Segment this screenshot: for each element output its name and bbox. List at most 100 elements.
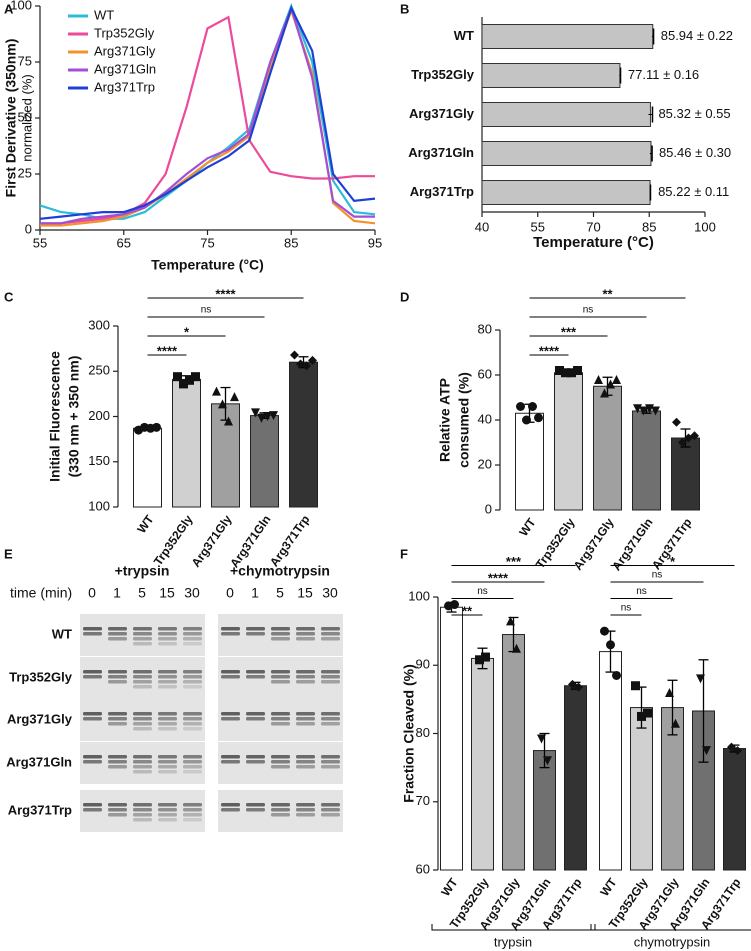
y-axis-label: normalized (%) xyxy=(19,74,34,161)
gel-band xyxy=(83,627,102,631)
group-label: chymotrypsin xyxy=(634,934,711,949)
row-label: Trp352Gly xyxy=(9,669,73,684)
data-point xyxy=(302,361,311,371)
data-point xyxy=(574,682,583,692)
gel-band xyxy=(296,808,315,812)
bar xyxy=(250,415,279,508)
y-tick-label: 60 xyxy=(478,366,492,381)
significance-label: ns xyxy=(621,603,632,614)
line-series xyxy=(39,2,376,220)
gel-band xyxy=(321,803,340,807)
gel-band xyxy=(246,755,265,759)
gel-band xyxy=(158,808,177,812)
gel-band xyxy=(321,760,340,764)
gel-band xyxy=(108,765,127,769)
gel-band xyxy=(246,717,265,721)
gel-band xyxy=(183,813,202,817)
gel-band xyxy=(271,808,290,812)
gel-band xyxy=(108,712,127,716)
gel-band xyxy=(133,685,152,689)
data-point xyxy=(594,375,603,384)
gel-band xyxy=(183,642,202,646)
gel-band xyxy=(271,717,290,721)
y-tick-label: 25 xyxy=(18,165,32,180)
x-tick-label: 70 xyxy=(586,219,600,234)
data-point xyxy=(573,366,582,375)
data-point xyxy=(506,616,515,626)
gel-band xyxy=(321,765,340,769)
gel-band xyxy=(83,760,102,764)
gel-band xyxy=(133,680,152,684)
category-label: Arg371Gln xyxy=(408,145,474,160)
gel-band xyxy=(321,627,340,631)
gel-band xyxy=(108,632,127,636)
gel-band xyxy=(108,803,127,807)
gel-band xyxy=(271,632,290,636)
bar xyxy=(554,372,583,511)
gel-band xyxy=(183,637,202,641)
bar xyxy=(481,180,651,205)
gel-band xyxy=(158,632,177,636)
x-tick-label: 75 xyxy=(200,235,214,250)
panel-label: F xyxy=(400,546,408,561)
y-tick-label: 0 xyxy=(485,501,492,516)
gel-band xyxy=(158,712,177,716)
panel-label: A xyxy=(4,1,14,16)
gel-band xyxy=(271,722,290,726)
line-series xyxy=(40,4,375,225)
y-axis-label: Initial Fluorescence xyxy=(47,351,63,482)
gel-band xyxy=(83,803,102,807)
gel-band xyxy=(246,627,265,631)
x-tick-label: 65 xyxy=(117,235,131,250)
gel-band xyxy=(271,712,290,716)
legend-label: Arg371Trp xyxy=(94,79,155,94)
gel-band xyxy=(133,808,152,812)
time-label: 30 xyxy=(184,585,200,601)
data-point xyxy=(696,674,705,684)
time-label: time (min) xyxy=(10,585,72,601)
bar xyxy=(723,748,746,871)
gel-band xyxy=(158,722,177,726)
gel-band xyxy=(158,770,177,774)
significance-label: ** xyxy=(602,286,613,301)
gel-band xyxy=(321,717,340,721)
significance-label: **** xyxy=(157,343,178,358)
gel-band xyxy=(221,670,240,674)
bar xyxy=(630,707,653,871)
legend-label: Arg371Gly xyxy=(94,43,156,58)
x-tick-label: WT xyxy=(134,512,157,536)
value-label: 85.94 ± 0.22 xyxy=(661,28,733,43)
gel-band xyxy=(183,712,202,716)
gel-band xyxy=(321,632,340,636)
data-point xyxy=(671,718,680,728)
data-point xyxy=(185,375,194,385)
value-label: 77.11 ± 0.16 xyxy=(628,67,699,82)
gel-band xyxy=(133,632,152,636)
gel-band xyxy=(158,642,177,646)
gel-band xyxy=(246,675,265,679)
gel-band xyxy=(133,765,152,769)
data-point xyxy=(612,375,621,384)
data-point xyxy=(600,388,609,398)
y-axis-label: Relative ATP xyxy=(437,378,453,462)
gel-band xyxy=(271,675,290,679)
bar xyxy=(533,750,556,871)
legend-label: Arg371Gln xyxy=(94,61,156,76)
gel-band xyxy=(133,642,152,646)
significance-label: ns xyxy=(201,305,212,316)
gel-band xyxy=(158,803,177,807)
gel-band xyxy=(321,680,340,684)
gel-band xyxy=(296,627,315,631)
row-label: Arg371Gly xyxy=(7,711,73,726)
data-point xyxy=(230,392,239,402)
gel-band xyxy=(158,685,177,689)
bar xyxy=(671,437,700,511)
y-tick-label: 80 xyxy=(416,725,430,740)
gel-band xyxy=(133,717,152,721)
panel-label: B xyxy=(400,1,409,16)
y-tick-label: 40 xyxy=(478,411,492,426)
data-point xyxy=(522,415,531,425)
gel-band xyxy=(183,675,202,679)
gel-band xyxy=(296,637,315,641)
